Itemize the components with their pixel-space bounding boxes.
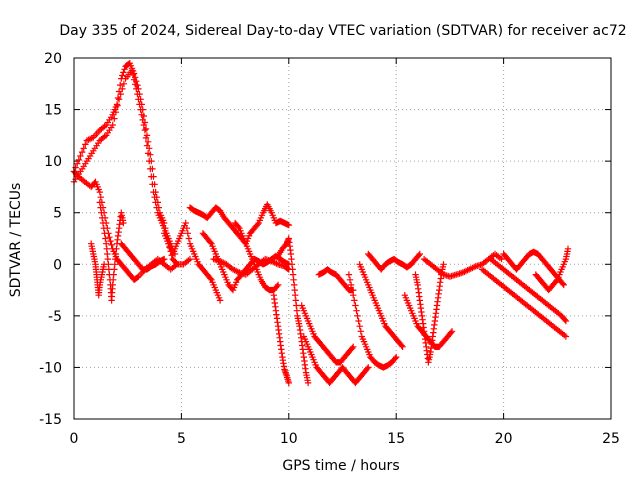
series-track [365, 250, 423, 273]
series-track [420, 250, 505, 280]
data-point-markers [298, 302, 357, 366]
data-point-markers [420, 250, 505, 280]
data-point-markers [161, 219, 224, 304]
series-track [96, 199, 127, 304]
data-point-markers [70, 168, 194, 283]
data-point-markers [401, 292, 456, 350]
series-track [532, 245, 572, 294]
series-track [356, 261, 406, 350]
series-track [231, 219, 282, 294]
series-track [161, 219, 224, 304]
x-tick-label: 5 [177, 431, 186, 447]
data-point-markers [274, 235, 312, 387]
series-track [298, 302, 357, 366]
series-track [70, 67, 179, 258]
y-axis-label: SDTVAR / TECUs [8, 183, 24, 298]
data-point-markers [478, 266, 570, 340]
y-tick-label: -5 [48, 309, 62, 325]
y-tick-label: 10 [44, 154, 62, 170]
data-point-markers [300, 333, 372, 387]
x-axis-label: GPS time / hours [282, 458, 399, 474]
series-track [70, 168, 194, 283]
y-tick-label: 0 [53, 257, 62, 273]
series-track [412, 261, 447, 366]
data-point-markers [118, 240, 168, 273]
y-tick-label: -15 [39, 412, 62, 428]
series-track [401, 292, 456, 350]
series-track [210, 255, 292, 278]
y-tick-label: 20 [44, 51, 62, 67]
data-point-markers [412, 261, 447, 366]
series-track [118, 240, 168, 273]
data-point-markers [210, 255, 292, 278]
x-tick-label: 20 [495, 431, 513, 447]
series-track [88, 240, 108, 299]
data-point-markers [231, 219, 282, 294]
data-point-markers [356, 261, 406, 350]
series-track [478, 266, 570, 340]
x-tick-label: 15 [387, 431, 405, 447]
data-point-markers [532, 245, 572, 294]
data-point-markers [270, 292, 292, 387]
y-tick-label: -10 [39, 360, 62, 376]
plot-frame [73, 57, 612, 420]
series-track [345, 271, 400, 371]
y-tick-label: 5 [53, 206, 62, 222]
data-point-markers [88, 240, 108, 299]
data-point-markers [345, 271, 400, 371]
series-track [274, 235, 312, 387]
y-tick-label: 15 [44, 103, 62, 119]
series-track [270, 292, 292, 387]
data-points [70, 60, 572, 387]
x-tick-label: 25 [602, 431, 620, 447]
series-track [487, 255, 570, 325]
data-point-markers [96, 199, 127, 304]
x-tick-label: 10 [280, 431, 298, 447]
data-point-markers [365, 250, 423, 273]
x-tick-label: 0 [70, 431, 79, 447]
series-track [300, 333, 372, 387]
data-point-markers [487, 255, 570, 325]
chart-title: Day 335 of 2024, Sidereal Day-to-day VTE… [59, 23, 626, 39]
data-point-markers [70, 67, 179, 258]
